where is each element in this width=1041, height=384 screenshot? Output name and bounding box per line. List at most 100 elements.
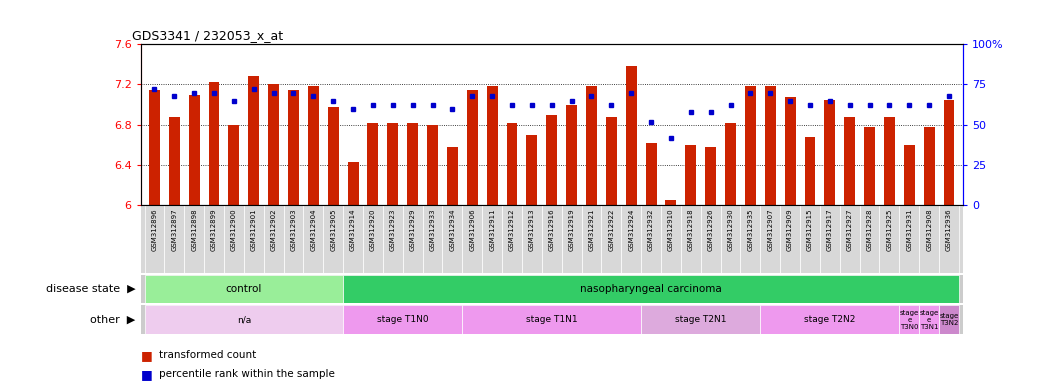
Bar (923, 127, 935, 205)
Bar (348, 162, 358, 205)
Text: stage T2N1: stage T2N1 (675, 315, 727, 324)
Bar (204, 205, 224, 273)
Bar (919, 305, 939, 334)
Text: GSM312934: GSM312934 (450, 209, 455, 251)
Text: GSM312932: GSM312932 (649, 209, 654, 251)
Text: GSM312929: GSM312929 (410, 209, 415, 251)
Bar (462, 205, 482, 273)
Text: GDS3341 / 232053_x_at: GDS3341 / 232053_x_at (132, 28, 283, 41)
Bar (562, 205, 582, 273)
Bar (805, 137, 815, 205)
Text: GSM312901: GSM312901 (251, 209, 257, 252)
Text: GSM312925: GSM312925 (887, 209, 892, 251)
Bar (324, 205, 344, 273)
Text: GSM312926: GSM312926 (708, 209, 714, 251)
Text: GSM312904: GSM312904 (310, 209, 316, 251)
Bar (701, 205, 720, 273)
Bar (188, 94, 200, 205)
Text: transformed count: transformed count (159, 350, 256, 360)
Bar (308, 86, 319, 205)
Bar (801, 205, 820, 273)
Text: ■: ■ (141, 349, 152, 362)
Text: GSM312906: GSM312906 (469, 209, 476, 252)
Text: GSM312921: GSM312921 (588, 209, 594, 251)
Text: GSM312903: GSM312903 (290, 209, 297, 252)
Bar (740, 205, 760, 273)
Bar (665, 200, 677, 205)
Bar (820, 205, 840, 273)
Bar (705, 147, 716, 205)
Bar (547, 115, 557, 205)
Text: stage
T3N2: stage T3N2 (939, 313, 959, 326)
Bar (502, 205, 522, 273)
Bar (344, 275, 959, 303)
Bar (899, 205, 919, 273)
Bar (780, 205, 801, 273)
Bar (169, 117, 180, 205)
Text: GSM312917: GSM312917 (827, 209, 833, 252)
Bar (621, 205, 641, 273)
Bar (725, 123, 736, 205)
Text: stage
e
T3N0: stage e T3N0 (899, 310, 919, 330)
Bar (785, 97, 795, 205)
Bar (904, 145, 915, 205)
Bar (880, 205, 899, 273)
Bar (606, 117, 616, 205)
Bar (681, 205, 701, 273)
Text: GSM312935: GSM312935 (747, 209, 754, 251)
Bar (145, 305, 344, 334)
Bar (745, 86, 756, 205)
Bar (685, 145, 696, 205)
Text: GSM312918: GSM312918 (688, 209, 693, 252)
Text: GSM312922: GSM312922 (608, 209, 614, 251)
Bar (487, 86, 498, 205)
Text: GSM312913: GSM312913 (529, 209, 535, 252)
Text: GSM312933: GSM312933 (430, 209, 435, 252)
Text: ■: ■ (141, 368, 152, 381)
Bar (844, 117, 855, 205)
Bar (641, 205, 661, 273)
Bar (387, 123, 399, 205)
Text: stage T1N1: stage T1N1 (526, 315, 578, 324)
Text: GSM312923: GSM312923 (389, 209, 396, 251)
Text: GSM312896: GSM312896 (151, 209, 157, 252)
Text: GSM312931: GSM312931 (907, 209, 912, 252)
Text: stage
e
T3N1: stage e T3N1 (919, 310, 939, 330)
Bar (224, 205, 244, 273)
Bar (383, 205, 403, 273)
Bar (288, 89, 299, 205)
Bar (367, 123, 379, 205)
Bar (363, 205, 383, 273)
Bar (145, 205, 164, 273)
Bar (228, 125, 239, 205)
Bar (943, 99, 955, 205)
Text: GSM312907: GSM312907 (767, 209, 773, 252)
Text: nasopharyngeal carcinoma: nasopharyngeal carcinoma (580, 284, 721, 294)
Bar (566, 105, 577, 205)
Bar (765, 86, 776, 205)
Bar (164, 205, 184, 273)
Bar (602, 205, 621, 273)
Text: stage T2N2: stage T2N2 (804, 315, 856, 324)
Text: GSM312914: GSM312914 (350, 209, 356, 251)
Text: GSM312902: GSM312902 (271, 209, 277, 251)
Text: control: control (226, 284, 262, 294)
Bar (442, 205, 462, 273)
Bar (919, 205, 939, 273)
Bar (645, 143, 657, 205)
Bar (860, 205, 880, 273)
Text: GSM312916: GSM312916 (549, 209, 555, 252)
Bar (466, 89, 478, 205)
Text: stage T1N0: stage T1N0 (377, 315, 429, 324)
Text: GSM312911: GSM312911 (489, 209, 496, 252)
Bar (263, 205, 283, 273)
Bar (899, 305, 919, 334)
Text: GSM312915: GSM312915 (807, 209, 813, 251)
Bar (403, 205, 423, 273)
Bar (507, 123, 517, 205)
Bar (482, 205, 502, 273)
Text: GSM312928: GSM312928 (866, 209, 872, 251)
Bar (249, 76, 259, 205)
Text: percentile rank within the sample: percentile rank within the sample (159, 369, 335, 379)
Text: GSM312927: GSM312927 (846, 209, 853, 251)
